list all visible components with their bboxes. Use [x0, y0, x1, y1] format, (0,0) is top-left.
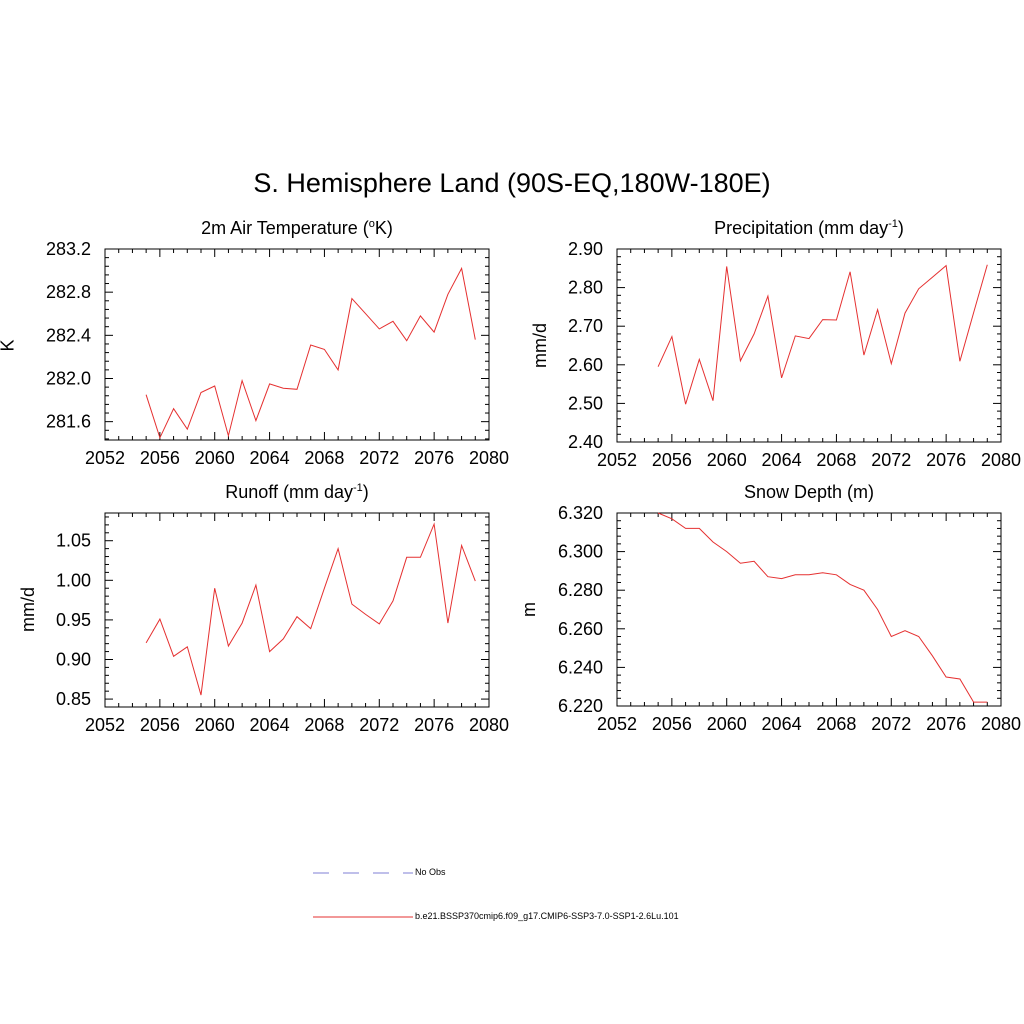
y-tick-label: 0.95: [56, 610, 91, 630]
y-tick-label: 1.00: [56, 570, 91, 590]
y-tick-label: 283.2: [46, 239, 91, 259]
runoff-panel: Runoff (mm day-1) mm/d 2052 2056 2060 2064 2…: [0, 482, 509, 735]
plot-frame: [104, 512, 490, 708]
x-tick-label: 2076: [926, 450, 966, 470]
x-tick-label: 2060: [195, 715, 235, 735]
x-tick-label: 2072: [871, 450, 911, 470]
panel-title: Snow Depth (m): [743, 482, 875, 502]
plot-frame: [104, 248, 490, 441]
x-tick-label: 2056: [652, 450, 692, 470]
y-tick-label: 6.240: [558, 657, 603, 677]
x-tick-label: 2076: [926, 714, 966, 734]
x-tick-label: 2072: [871, 714, 911, 734]
x-tick-label: 2064: [762, 450, 802, 470]
x-tick-label: 2052: [85, 715, 125, 735]
x-tick-label: 2056: [140, 448, 180, 468]
x-tick-label: 2076: [414, 448, 454, 468]
runoff-plot: 2052 2056 2060 2064 2068 2072 2076 2080 0.85 0.90…: [56, 512, 509, 735]
precipitation-plot: 2052 2056 2060 2064 2068 2072 2076 2080 2.40 2.50…: [568, 239, 1021, 470]
x-tick-label: 2068: [816, 714, 856, 734]
series-line: [657, 264, 988, 405]
y-tick-label: 0.90: [56, 649, 91, 669]
y-tick-label: 0.85: [56, 689, 91, 709]
series-line: [145, 266, 476, 440]
x-tick-label: 2080: [469, 448, 509, 468]
y-tick-label: 6.300: [558, 542, 603, 562]
x-tick-label: 2056: [652, 714, 692, 734]
y-tick-label: 281.6: [46, 412, 91, 432]
plot-frame: [616, 248, 1002, 443]
series-line: [145, 522, 476, 696]
x-tick-label: 2052: [597, 714, 637, 734]
y-tick-label: 2.80: [568, 278, 603, 298]
x-tick-label: 2076: [414, 715, 454, 735]
y-tick-label: 6.260: [558, 619, 603, 639]
x-tick-label: 2068: [816, 450, 856, 470]
y-tick-label: 1.05: [56, 531, 91, 551]
y-tick-label: 282.0: [46, 368, 91, 388]
x-tick-label: 2052: [597, 450, 637, 470]
x-tick-label: 2080: [469, 715, 509, 735]
y-tick-label: 6.220: [558, 696, 603, 716]
x-tick-label: 2064: [762, 714, 802, 734]
snow-depth-plot: 2052 2056 2060 2064 2068 2072 2076 2080 6.220 6.2…: [558, 503, 1021, 734]
x-tick-label: 2080: [981, 714, 1021, 734]
y-tick-label: 2.70: [568, 316, 603, 336]
y-tick-label: 282.8: [46, 282, 91, 302]
temperature-plot: 2052 2056 2060 2064 2068 2072 2076 2080 281.6 282…: [46, 239, 509, 468]
x-tick-label: 2052: [85, 448, 125, 468]
precipitation-panel: Precipitation (mm day-1) mm/d 2052 2056 20…: [512, 218, 1021, 470]
y-tick-label: 282.4: [46, 325, 91, 345]
legend-label-model: b.e21.BSSP370cmip6.f09_g17.CMIP6-SSP3-7.…: [415, 911, 679, 921]
series-line: [657, 512, 988, 703]
x-tick-label: 2060: [707, 714, 747, 734]
y-tick-label: 2.60: [568, 355, 603, 375]
panel-title: 2m Air Temperature (oK): [201, 218, 393, 238]
x-tick-label: 2060: [195, 448, 235, 468]
panel-title: Runoff (mm day-1): [225, 482, 369, 502]
x-tick-label: 2080: [981, 450, 1021, 470]
snow-depth-panel: Snow Depth (m) m 2052 2056 2060 2064 2068 207…: [512, 482, 1021, 734]
y-tick-label: 6.280: [558, 580, 603, 600]
plot-frame: [616, 512, 1002, 707]
x-tick-label: 2064: [250, 715, 290, 735]
panel-title: Precipitation (mm day-1): [714, 218, 904, 238]
x-tick-label: 2072: [359, 448, 399, 468]
x-tick-label: 2056: [140, 715, 180, 735]
x-tick-label: 2068: [304, 448, 344, 468]
x-tick-label: 2072: [359, 715, 399, 735]
x-tick-label: 2068: [304, 715, 344, 735]
x-tick-label: 2064: [250, 448, 290, 468]
temperature-panel: 2m Air Temperature (oK) K 20522056206020…: [0, 218, 509, 468]
y-tick-label: 2.50: [568, 393, 603, 413]
page-title: S. Hemisphere Land (90S-EQ,180W-180E): [253, 168, 771, 198]
legend-label-no-obs: No Obs: [415, 867, 446, 877]
y-tick-label: 6.320: [558, 503, 603, 523]
y-tick-label: 2.90: [568, 239, 603, 259]
x-tick-label: 2060: [707, 450, 747, 470]
y-tick-label: 2.40: [568, 432, 603, 452]
